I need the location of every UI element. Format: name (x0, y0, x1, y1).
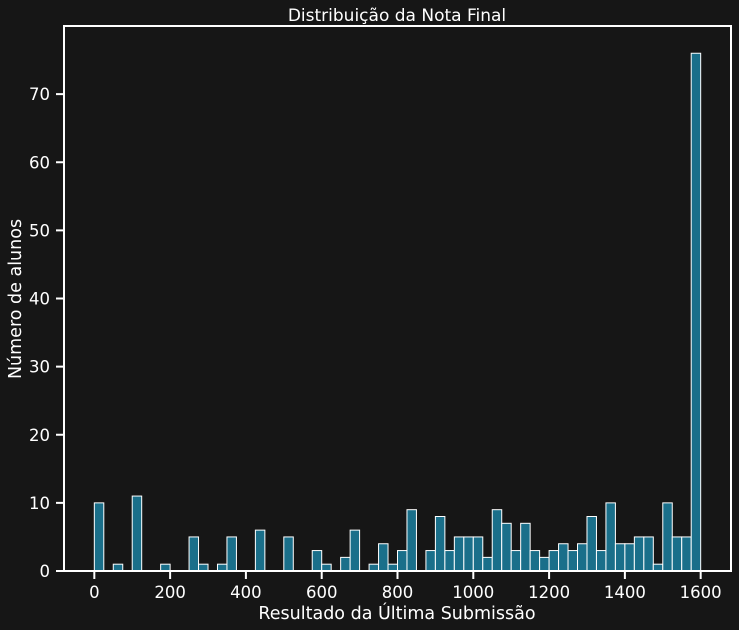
histogram-bar (463, 536, 474, 572)
y-tick-label: 20 (29, 426, 50, 445)
histogram-bar (529, 550, 541, 572)
y-tick-label: 10 (29, 494, 50, 513)
histogram-bar (614, 543, 626, 572)
x-tick-label: 1000 (452, 583, 494, 602)
histogram-bar (586, 516, 597, 572)
x-tick-label: 200 (154, 583, 186, 602)
y-tick-label: 0 (40, 562, 51, 581)
histogram-bar (491, 509, 503, 572)
histogram-bar (321, 563, 332, 572)
histogram-bar (368, 563, 380, 572)
histogram-bar (624, 543, 635, 572)
x-axis-ticks: 0 200 400 600 800 1000 1200 1400 1600 (89, 571, 722, 602)
y-tick-label: 40 (29, 290, 50, 309)
histogram-bar (112, 563, 124, 572)
x-tick-label: 0 (89, 583, 100, 602)
x-tick-label: 1600 (680, 583, 722, 602)
histogram-bar (472, 536, 484, 572)
histogram-bar (510, 550, 522, 572)
histogram-bar (131, 495, 143, 572)
histogram-bar (93, 502, 105, 572)
histogram-bar (216, 563, 228, 572)
histogram-bar (605, 502, 616, 572)
y-tick-label: 30 (29, 358, 50, 377)
histogram-bar (558, 543, 569, 572)
histogram-bar (690, 52, 702, 572)
histogram-bar (387, 563, 399, 572)
histogram-bar (633, 536, 645, 572)
histogram-bar (662, 502, 673, 572)
histogram-bar (482, 556, 493, 572)
histogram-bar (539, 556, 550, 572)
histogram-bar (425, 550, 436, 572)
histogram-bar (226, 536, 237, 572)
histogram-bar (378, 543, 389, 572)
histogram-bar (188, 536, 200, 572)
histogram-bar (671, 536, 683, 572)
histogram-bar (160, 563, 171, 572)
y-axis-ticks: 0 10 20 30 40 50 60 70 (29, 85, 64, 581)
histogram-bar (681, 536, 692, 572)
chart-title: Distribuição da Nota Final (288, 6, 506, 26)
histogram-bar (254, 529, 266, 572)
x-tick-label: 1200 (528, 583, 570, 602)
histogram-bar (311, 550, 323, 572)
y-tick-label: 60 (29, 153, 50, 172)
x-axis-label: Resultado da Última Submissão (258, 602, 535, 624)
y-axis-label: Número de alunos (6, 219, 26, 379)
histogram-bar (548, 550, 560, 572)
x-tick-label: 1400 (604, 583, 646, 602)
histogram-bar (652, 563, 664, 572)
histogram-bar (453, 536, 465, 572)
histogram-bar (577, 543, 588, 572)
histogram-bar (643, 536, 654, 572)
y-tick-label: 50 (29, 221, 50, 240)
histogram-bar (198, 563, 209, 572)
histogram-bar (340, 556, 351, 572)
plot-frame (63, 25, 732, 572)
histogram-bar (520, 522, 531, 572)
histogram-bar (567, 550, 579, 572)
x-tick-label: 400 (230, 583, 262, 602)
histogram-bar (406, 509, 417, 572)
histogram-bar (501, 522, 512, 572)
y-tick-label: 70 (29, 85, 50, 104)
histogram-bar (397, 550, 408, 572)
x-tick-label: 800 (382, 583, 414, 602)
histogram-bar (349, 529, 361, 572)
bars-group (93, 52, 702, 572)
x-tick-label: 600 (306, 583, 338, 602)
histogram-bar (283, 536, 294, 572)
histogram-bar (444, 550, 455, 572)
histogram-bar (595, 550, 607, 572)
histogram-bar (434, 516, 446, 572)
